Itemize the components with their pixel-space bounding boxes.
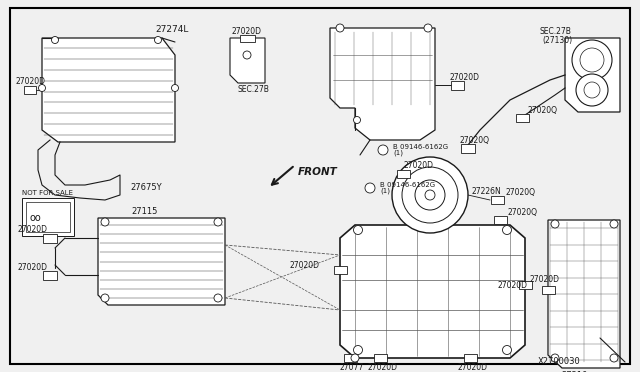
Circle shape [353,346,362,355]
Circle shape [353,116,360,124]
Text: 27020D: 27020D [290,260,320,269]
Polygon shape [330,28,435,140]
Circle shape [424,24,432,32]
Text: 27274L: 27274L [155,26,188,35]
Bar [26,202,70,232]
Bar [451,80,463,90]
Text: 27020D: 27020D [18,225,48,234]
Bar [239,35,255,42]
Bar [493,216,506,224]
Circle shape [576,74,608,106]
Polygon shape [340,225,525,358]
Bar [24,86,36,94]
Bar [43,270,57,279]
Text: 27020D: 27020D [15,77,45,87]
Circle shape [392,157,468,233]
Circle shape [502,225,511,234]
Bar [461,144,475,153]
Text: 27077: 27077 [340,363,364,372]
Text: 27210: 27210 [562,371,588,372]
Text: 27020Q: 27020Q [528,106,558,115]
Polygon shape [230,38,265,83]
Text: B 09146-6162G: B 09146-6162G [380,182,435,188]
Text: SEC.27B: SEC.27B [540,28,572,36]
Text: 27020D: 27020D [403,160,433,170]
Text: 27020D: 27020D [368,363,398,372]
Text: 27020D: 27020D [530,276,560,285]
Circle shape [51,36,58,44]
Bar [374,354,387,362]
Circle shape [214,218,222,226]
Text: SEC.27B: SEC.27B [238,86,270,94]
Bar [43,234,57,243]
Text: 27115: 27115 [132,208,158,217]
Circle shape [214,294,222,302]
Circle shape [610,220,618,228]
Bar [490,196,504,204]
Text: 27020Q: 27020Q [508,208,538,217]
Text: (27130): (27130) [542,35,572,45]
Text: X2700030: X2700030 [537,357,580,366]
Text: (1): (1) [380,188,390,194]
Circle shape [572,40,612,80]
Circle shape [351,354,359,362]
Circle shape [365,183,375,193]
Bar [515,114,529,122]
Text: oo: oo [29,213,41,223]
Circle shape [551,354,559,362]
Bar [397,170,410,178]
Polygon shape [42,38,175,142]
Bar [518,281,531,289]
Circle shape [502,346,511,355]
Circle shape [415,180,445,210]
Text: 27020D: 27020D [232,28,262,36]
Text: 27020Q: 27020Q [505,187,535,196]
Text: 27020D: 27020D [18,263,48,273]
Text: (1): (1) [393,150,403,156]
Text: 27226N: 27226N [472,187,502,196]
Circle shape [101,294,109,302]
Bar [463,354,477,362]
Text: FRONT: FRONT [298,167,338,177]
Circle shape [378,145,388,155]
Polygon shape [565,38,620,112]
Circle shape [154,36,161,44]
Circle shape [353,225,362,234]
Text: 27675Y: 27675Y [130,183,162,192]
Text: 27020Q: 27020Q [460,135,490,144]
Text: 27020D: 27020D [498,280,528,289]
Bar [344,354,356,362]
Circle shape [101,218,109,226]
Bar [22,198,74,236]
Circle shape [38,84,45,92]
Bar [541,286,554,294]
Polygon shape [548,220,620,368]
Circle shape [610,354,618,362]
Text: B 09146-6162G: B 09146-6162G [393,144,448,150]
Circle shape [172,84,179,92]
Bar [333,266,346,274]
Text: NOT FOR SALE: NOT FOR SALE [22,190,74,196]
Polygon shape [98,218,225,305]
Circle shape [425,190,435,200]
Text: 27020D: 27020D [450,74,480,83]
Circle shape [336,24,344,32]
Text: 27020D: 27020D [458,363,488,372]
Circle shape [551,220,559,228]
Circle shape [243,51,251,59]
